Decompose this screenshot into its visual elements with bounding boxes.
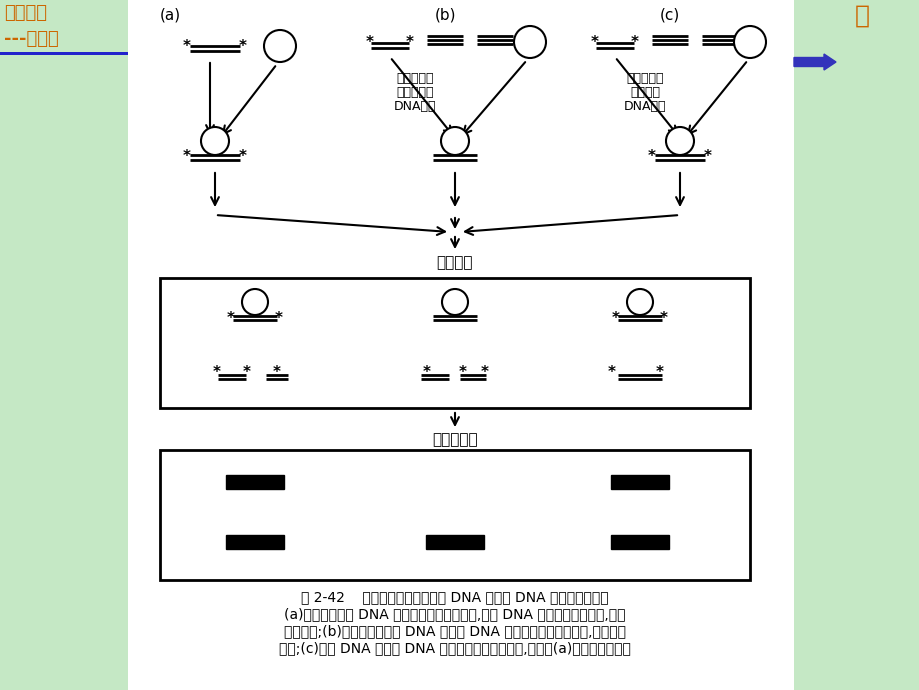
Text: 消失;(c)竞争 DNA 与探针 DNA 分别结合不同的蛋白质,出现同(a)一样的阻滞条带: 消失;(c)竞争 DNA 与探针 DNA 分别结合不同的蛋白质,出现同(a)一样… — [278, 641, 630, 655]
Text: 西北师范: 西北师范 — [4, 4, 47, 22]
Text: *: * — [703, 150, 711, 164]
Text: (b): (b) — [435, 8, 456, 23]
Text: *: * — [481, 366, 489, 380]
Text: *: * — [227, 310, 234, 326]
Text: ---生命科: ---生命科 — [4, 30, 59, 48]
Text: *: * — [423, 366, 430, 380]
Text: *: * — [659, 310, 667, 326]
Text: (a)没有加入竞争 DNA 的正常的凝胶阻滞实验,探针 DNA 与特异蛋白质结合,出现: (a)没有加入竞争 DNA 的正常的凝胶阻滞实验,探针 DNA 与特异蛋白质结合… — [284, 607, 625, 621]
Text: *: * — [239, 39, 246, 54]
Bar — [128, 0, 793, 690]
Text: *: * — [405, 35, 414, 50]
Circle shape — [200, 127, 229, 155]
Text: *: * — [647, 150, 655, 164]
Circle shape — [665, 127, 693, 155]
Text: DNA结合: DNA结合 — [393, 100, 436, 113]
Text: *: * — [655, 366, 664, 380]
Text: 凝胶电冀: 凝胶电冀 — [437, 255, 472, 270]
Text: *: * — [590, 35, 598, 50]
Text: (c): (c) — [659, 8, 679, 23]
Text: 记的探针: 记的探针 — [630, 86, 659, 99]
Text: *: * — [630, 35, 639, 50]
Circle shape — [242, 289, 267, 315]
Circle shape — [441, 289, 468, 315]
Bar — [0, 0, 128, 690]
Text: (a): (a) — [160, 8, 181, 23]
Text: DNA结合: DNA结合 — [623, 100, 665, 113]
Text: 标记的竞争: 标记的竞争 — [396, 86, 433, 99]
Circle shape — [514, 26, 545, 58]
Text: 蛋白质与未: 蛋白质与未 — [396, 72, 433, 85]
Bar — [226, 475, 284, 489]
Text: 蛋白质与标: 蛋白质与标 — [626, 72, 663, 85]
Bar — [0, 52, 128, 55]
Circle shape — [264, 30, 296, 62]
Text: *: * — [243, 366, 251, 380]
Bar — [425, 535, 483, 549]
Circle shape — [440, 127, 469, 155]
Text: 阻滞条带;(b)加入的超量竞争 DNA 与探针 DNA 竞争结合同一种蛋白质,阻滞条带: 阻滞条带;(b)加入的超量竞争 DNA 与探针 DNA 竞争结合同一种蛋白质,阻… — [284, 624, 625, 638]
Text: *: * — [183, 150, 191, 164]
Bar — [610, 475, 668, 489]
Text: 图 2-42    在凝胶阻滞实验中竞争 DNA 与探针 DNA 之间的竞争作用: 图 2-42 在凝胶阻滞实验中竞争 DNA 与探针 DNA 之间的竞争作用 — [301, 590, 608, 604]
Bar — [610, 535, 668, 549]
Text: *: * — [213, 366, 221, 380]
Bar — [793, 0, 919, 690]
Bar — [160, 450, 749, 580]
Text: *: * — [459, 366, 467, 380]
Text: *: * — [273, 366, 280, 380]
Text: *: * — [275, 310, 283, 326]
Text: *: * — [611, 310, 619, 326]
Text: 去: 去 — [854, 4, 869, 28]
Text: *: * — [183, 39, 191, 54]
Text: 放射自显影: 放射自显影 — [432, 432, 477, 447]
Bar — [160, 278, 749, 408]
Text: *: * — [366, 35, 374, 50]
Text: *: * — [239, 150, 246, 164]
Text: *: * — [607, 366, 616, 380]
FancyArrow shape — [793, 54, 835, 70]
Circle shape — [627, 289, 652, 315]
Circle shape — [733, 26, 766, 58]
Bar — [226, 535, 284, 549]
